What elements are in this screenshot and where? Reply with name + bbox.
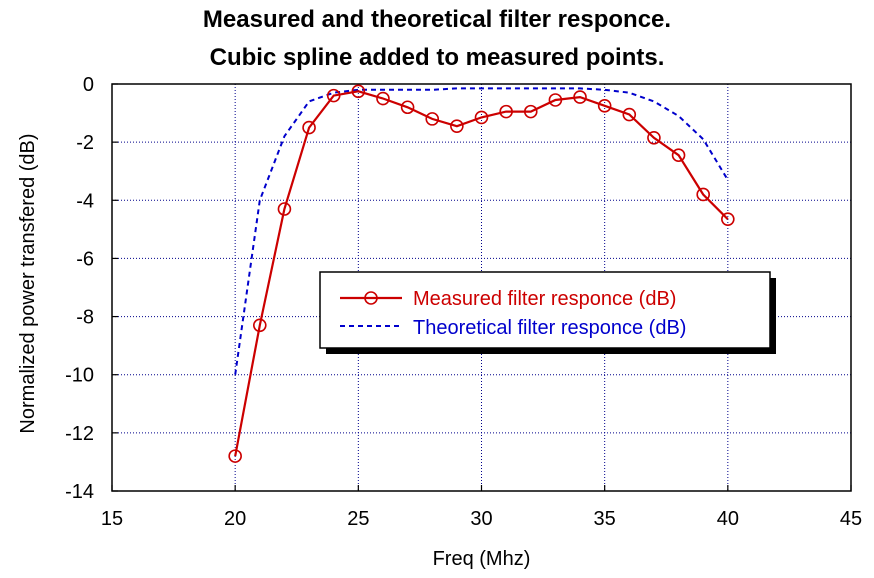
y-tick-label: -12 — [65, 423, 94, 445]
y-axis-ticks: 0 -2 -4 -6 -8 -10 -12 -14 — [65, 74, 118, 503]
legend-marker-measured — [364, 291, 378, 305]
measured-point — [425, 112, 440, 126]
measured-point — [277, 202, 292, 216]
x-tick-label: 30 — [470, 508, 492, 530]
measured-point — [597, 99, 612, 113]
series-layer — [228, 84, 735, 463]
x-tick-label: 40 — [717, 508, 739, 530]
y-tick-label: -10 — [65, 365, 94, 387]
measured-response-line — [234, 90, 729, 457]
measured-point — [252, 318, 267, 333]
measured-point — [721, 212, 735, 226]
measured-point — [647, 130, 661, 145]
measured-point — [450, 119, 464, 133]
measured-point — [622, 107, 637, 122]
measured-point — [400, 100, 415, 115]
y-tick-label: -4 — [76, 190, 94, 212]
measured-point — [474, 110, 489, 125]
measured-point — [696, 187, 711, 202]
legend-box — [319, 271, 771, 349]
measured-point — [376, 91, 390, 106]
x-tick-label: 45 — [840, 508, 862, 530]
measured-point — [351, 84, 366, 99]
measured-point — [228, 449, 242, 463]
chart-title-line-2: Cubic spline added to measured points. — [209, 44, 665, 71]
x-axis-ticks: 15 20 25 30 35 40 45 — [101, 485, 862, 530]
legend-label-measured: Measured filter responce (dB) — [413, 288, 676, 310]
y-tick-label: -8 — [76, 307, 94, 329]
measured-point — [671, 148, 686, 163]
y-tick-label: -2 — [76, 132, 94, 154]
y-tick-label: -6 — [76, 248, 94, 270]
legend: Measured filter responce (dB) Theoretica… — [319, 271, 776, 354]
measured-point — [499, 104, 513, 119]
x-axis-label: Freq (Mhz) — [433, 548, 531, 570]
x-tick-label: 20 — [224, 508, 246, 530]
y-tick-label: 0 — [83, 74, 94, 96]
x-tick-label: 25 — [347, 508, 369, 530]
measured-point — [326, 88, 341, 103]
theoretical-response-line — [234, 87, 729, 375]
measured-point — [302, 120, 316, 135]
y-axis-label: Normalized power transfered (dB) — [17, 133, 39, 433]
measured-point — [523, 104, 538, 119]
x-tick-label: 35 — [594, 508, 616, 530]
measured-point — [548, 93, 563, 107]
x-tick-label: 15 — [101, 508, 123, 530]
chart-title-line-1: Measured and theoretical filter responce… — [202, 6, 672, 33]
legend-label-theoretical: Theoretical filter responce (dB) — [413, 317, 686, 339]
measured-point — [573, 90, 587, 104]
y-tick-label: -14 — [65, 481, 94, 503]
